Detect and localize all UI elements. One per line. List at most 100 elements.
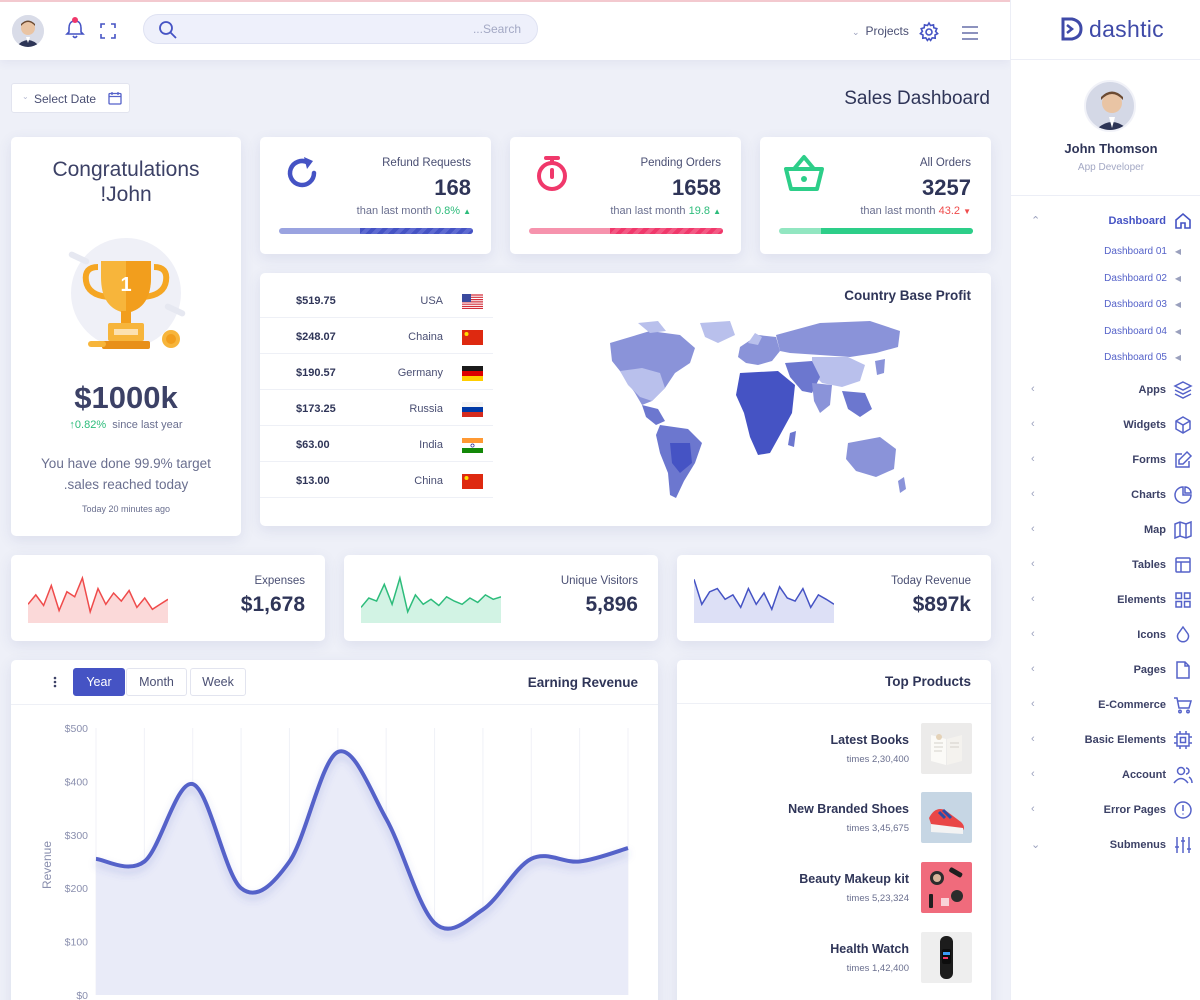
sidebar-item-basic-elements[interactable]: ‹ Basic Elements <box>1011 730 1200 750</box>
layers-icon <box>1173 381 1193 399</box>
country-row-china: $13.00 China <box>260 462 493 498</box>
map-region-brazil[interactable] <box>670 443 692 473</box>
sidebar-item-label: E-Commerce <box>1098 699 1166 711</box>
projects-dropdown[interactable]: ⌄ Projects <box>852 24 909 38</box>
tab-week[interactable]: Week <box>190 668 246 696</box>
sparkline-line <box>28 575 168 615</box>
sidebar-subitem-label: Dashboard 02 <box>1104 273 1167 284</box>
profile-name: John Thomson <box>1064 141 1158 156</box>
map-region-scandinavia[interactable] <box>748 333 762 345</box>
sidebar-item-icons[interactable]: ‹ Icons <box>1011 625 1200 645</box>
sidebar-subitem-dashboard-05[interactable]: Dashboard 05 ◀ <box>1011 351 1200 367</box>
y-tick-label: $100 <box>65 937 89 949</box>
map-region-southeast-asia[interactable] <box>842 391 872 417</box>
sidebar-item-tables[interactable]: ‹ Tables <box>1011 555 1200 575</box>
sidebar-subitem-dashboard-04[interactable]: Dashboard 04 ◀ <box>1011 325 1200 341</box>
stat-progress-fill <box>821 228 973 234</box>
sidebar-item-label: Charts <box>1131 489 1166 501</box>
product-item-health-watch[interactable]: Health Watch times 1,42,400 <box>677 932 991 984</box>
map-region-usa[interactable] <box>620 368 665 401</box>
country-row-russia: $173.25 Russia <box>260 390 493 426</box>
stat-card-refund-requests: Refund Requests 168 than last month 0.8%… <box>260 137 491 254</box>
map-region-australia[interactable] <box>846 437 896 477</box>
chevron-left-icon: ‹ <box>1031 453 1035 465</box>
sidebar-subitem-dashboard-01[interactable]: Dashboard 01 ◀ <box>1011 245 1200 261</box>
sidebar-item-widgets[interactable]: ‹ Widgets <box>1011 415 1200 435</box>
revenue-area <box>96 751 628 995</box>
country-row-india: $63.00 India <box>260 426 493 462</box>
sidebar-item-error-pages[interactable]: ‹ Error Pages <box>1011 800 1200 820</box>
stat-card-pending-orders: Pending Orders 1658 than last month 19.8… <box>510 137 741 254</box>
revenue-sparkline <box>694 579 834 623</box>
map-region-india[interactable] <box>812 383 832 413</box>
profile-avatar[interactable] <box>1084 80 1136 132</box>
sidebar-item-elements[interactable]: ‹ Elements <box>1011 590 1200 610</box>
stat-label: Pending Orders <box>640 157 721 169</box>
triangle-down-icon: ▼ <box>963 207 971 216</box>
stat-value: 3257 <box>922 175 971 200</box>
select-date-button[interactable]: ⌄ Select Date <box>11 83 130 113</box>
search-input[interactable]: ...Search <box>143 14 538 44</box>
sidebar-item-map[interactable]: ‹ Map <box>1011 520 1200 540</box>
sidebar-item-dashboard[interactable]: ⌃ Dashboard <box>1011 211 1200 231</box>
earning-revenue-chart: $500 $400 $300 $200 $100 $0 Revenue <box>40 723 629 1000</box>
tab-month[interactable]: Month <box>126 668 187 696</box>
map-region-middle-east[interactable] <box>785 361 820 393</box>
pie-chart-icon <box>1174 486 1192 504</box>
map-icon <box>1174 520 1192 540</box>
map-region-greenland[interactable] <box>700 321 735 343</box>
country-name: Chaina <box>408 331 443 343</box>
sidebar-subitem-dashboard-03[interactable]: Dashboard 03 ◀ <box>1011 298 1200 314</box>
sidebar-item-label: Basic Elements <box>1084 734 1166 746</box>
calendar-icon <box>108 92 122 105</box>
stat-label: All Orders <box>919 157 971 169</box>
map-region-japan[interactable] <box>875 359 885 375</box>
map-region-russia[interactable] <box>776 321 900 357</box>
triangle-left-icon: ◀ <box>1174 247 1181 256</box>
gear-icon[interactable] <box>918 21 940 48</box>
product-name: Latest Books <box>830 733 910 747</box>
book-product-image <box>921 723 972 774</box>
sidebar-item-charts[interactable]: ‹ Charts <box>1011 485 1200 505</box>
fullscreen-icon[interactable] <box>100 23 116 39</box>
sidebar-item-submenus[interactable]: ⌄ Submenus <box>1011 835 1200 855</box>
product-item-latest-books[interactable]: Latest Books times 2,30,400 <box>677 723 991 775</box>
sidebar-item-forms[interactable]: ‹ Forms <box>1011 450 1200 470</box>
map-region-central-america[interactable] <box>642 405 665 425</box>
sidebar-item-account[interactable]: ‹ Account <box>1011 765 1200 785</box>
compare-text: than last month <box>860 205 936 217</box>
map-region-madagascar[interactable] <box>788 431 796 447</box>
sidebar-subitem-dashboard-02[interactable]: Dashboard 02 ◀ <box>1011 272 1200 288</box>
tab-year[interactable]: Year <box>73 668 125 696</box>
table-icon <box>1175 557 1191 573</box>
more-vertical-icon[interactable] <box>53 676 57 688</box>
notification-bell-icon[interactable] <box>64 16 86 40</box>
product-item-beauty-makeup-kit[interactable]: Beauty Makeup kit times 5,23,324 <box>677 862 991 914</box>
sparkline-area <box>694 579 834 623</box>
compare-text: than last month <box>356 205 432 217</box>
congrats-amount: $1000k <box>74 380 178 415</box>
map-region-china[interactable] <box>812 357 865 387</box>
map-region-new-zealand[interactable] <box>898 477 906 493</box>
avatar[interactable] <box>12 15 44 47</box>
makeup-product-image <box>921 862 972 913</box>
country-name: China <box>414 475 443 487</box>
brand[interactable]: dashtic <box>1011 0 1200 60</box>
divider <box>11 704 658 705</box>
chevron-down-icon: ⌄ <box>852 27 860 37</box>
mini-card-unique-visitors: Unique Visitors 5,896 <box>344 555 658 641</box>
menu-toggle-icon[interactable] <box>961 26 979 45</box>
trophy-icon: 1 <box>68 238 186 349</box>
grid-icon <box>1175 592 1191 608</box>
sidebar-item-ecommerce[interactable]: ‹ E-Commerce <box>1011 695 1200 715</box>
sidebar-item-label: Apps <box>1138 384 1167 396</box>
sidebar-item-pages[interactable]: ‹ Pages <box>1011 660 1200 680</box>
sidebar-subitem-label: Dashboard 03 <box>1104 299 1167 310</box>
top-products-title: Top Products <box>885 674 971 689</box>
product-item-branded-shoes[interactable]: New Branded Shoes times 3,45,675 <box>677 792 991 844</box>
cpu-icon <box>1174 731 1192 749</box>
map-region-africa[interactable] <box>736 371 795 455</box>
map-region-greenland-west[interactable] <box>638 321 666 333</box>
sidebar-item-apps[interactable]: ‹ Apps <box>1011 380 1200 400</box>
country-amount: $190.57 <box>296 367 336 379</box>
